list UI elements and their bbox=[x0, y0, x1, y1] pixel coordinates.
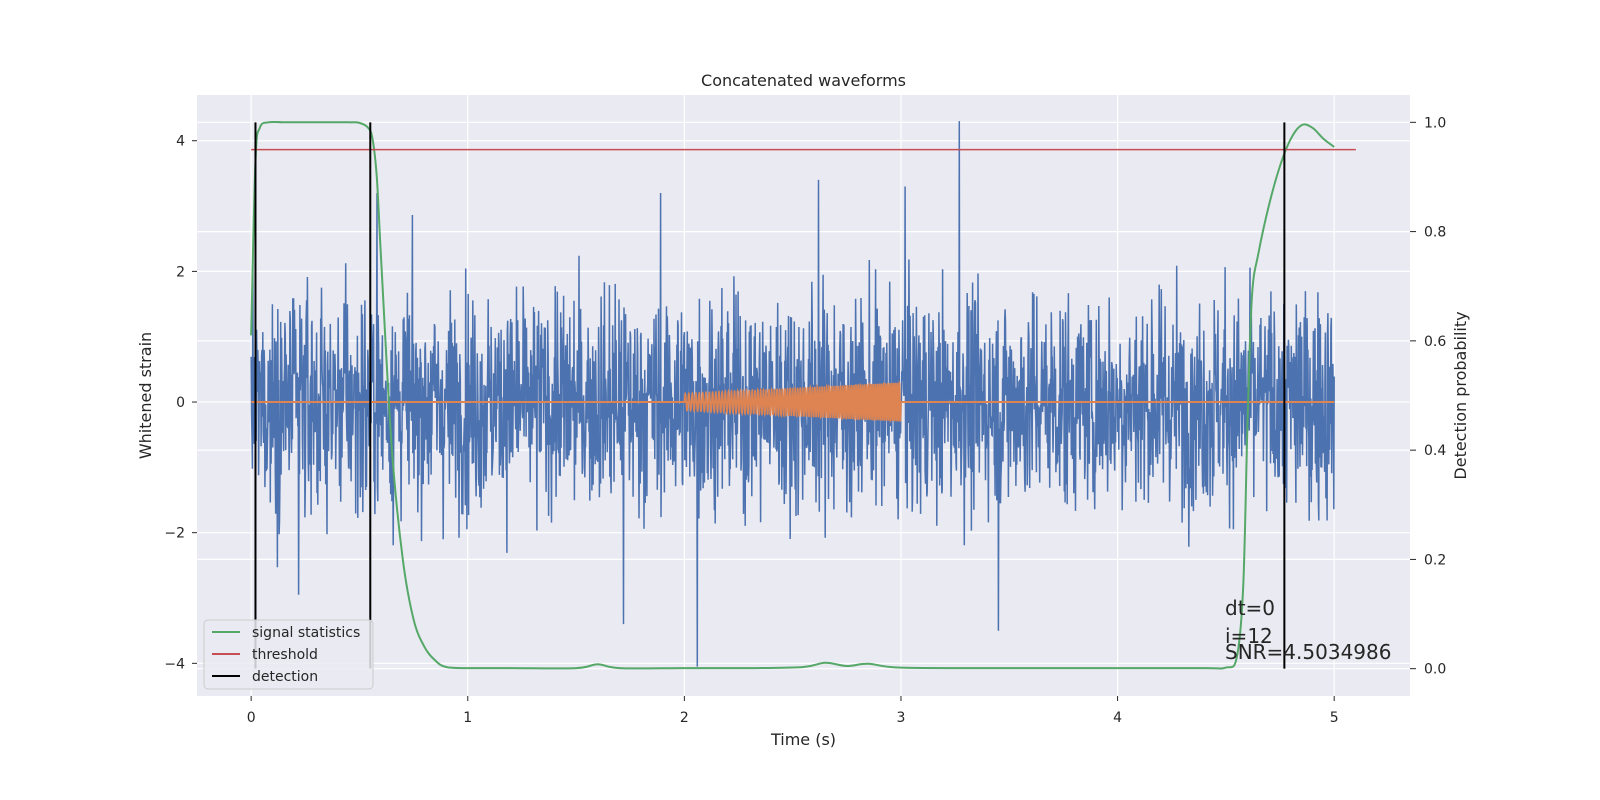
x-tick-label-3: 3 bbox=[897, 710, 906, 726]
y2-tick-label-3: 0.6 bbox=[1424, 334, 1446, 350]
y-axis-label: Whitened strain bbox=[136, 332, 155, 459]
grid bbox=[197, 95, 1410, 696]
strain-series bbox=[250, 121, 1335, 667]
y-tick-label-4: 4 bbox=[176, 134, 185, 150]
y2-tick-label-5: 1.0 bbox=[1424, 115, 1446, 131]
x-axis-label: Time (s) bbox=[770, 730, 836, 749]
detection-series bbox=[254, 122, 1286, 669]
signal-statistics-line bbox=[250, 120, 1335, 670]
axes: 0 1 2 3 4 5 −4 −2 0 2 4 0.0 0.2 0.4 0.6 0.8 1.0 bbox=[164, 115, 1446, 726]
y2-tick-label-1: 0.2 bbox=[1424, 552, 1446, 568]
legend-box bbox=[203, 619, 374, 690]
legend: signal statistics threshold detection bbox=[203, 619, 374, 690]
signal-statistics-series bbox=[250, 120, 1335, 670]
chirp-line bbox=[683, 380, 902, 424]
annotation-snr: SNR=4.5034986 bbox=[1225, 640, 1391, 664]
strain-line bbox=[250, 121, 1335, 667]
annotation-i: i=12 bbox=[1225, 624, 1273, 648]
legend-label-threshold: threshold bbox=[252, 647, 318, 663]
chirp-series bbox=[251, 380, 1335, 424]
x-tick-label-1: 1 bbox=[463, 710, 472, 726]
legend-label-signal-statistics: signal statistics bbox=[252, 625, 360, 641]
x-tick-label-2: 2 bbox=[680, 710, 689, 726]
x-tick-label-0: 0 bbox=[247, 710, 256, 726]
y2-axis-label: Detection probability bbox=[1451, 311, 1470, 479]
y-tick-label-2: 0 bbox=[176, 395, 185, 411]
x-tick-label-4: 4 bbox=[1113, 710, 1122, 726]
annotation-block: dt=0 i=12 SNR=4.5034986 bbox=[1225, 596, 1391, 664]
y2-tick-label-2: 0.4 bbox=[1424, 443, 1446, 459]
y-tick-label-1: −2 bbox=[164, 526, 185, 542]
x-tick-label-5: 5 bbox=[1330, 710, 1339, 726]
chart-title: Concatenated waveforms bbox=[701, 71, 906, 90]
y2-tick-label-4: 0.8 bbox=[1424, 225, 1446, 241]
y-tick-label-3: 2 bbox=[176, 264, 185, 280]
y2-tick-label-0: 0.0 bbox=[1424, 662, 1446, 678]
annotation-dt: dt=0 bbox=[1225, 596, 1275, 620]
y-tick-label-0: −4 bbox=[164, 656, 185, 672]
legend-label-detection: detection bbox=[252, 669, 318, 685]
